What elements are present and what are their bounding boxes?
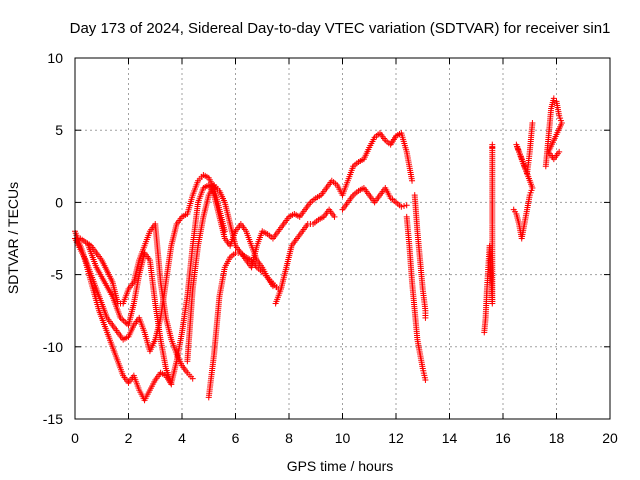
y-tick-label: 0	[55, 194, 63, 210]
data-point	[403, 202, 410, 209]
data-point	[401, 203, 408, 210]
x-tick-label: 8	[285, 430, 293, 446]
data-point	[422, 377, 429, 384]
y-tick-label: -5	[51, 267, 64, 283]
data-point	[489, 144, 496, 151]
x-axis-label: GPS time / hours	[287, 458, 394, 474]
data-point	[331, 213, 338, 220]
y-tick-label: 10	[47, 50, 63, 66]
data-point	[189, 375, 196, 382]
x-tick-label: 18	[549, 430, 565, 446]
y-axis-label: SDTVAR / TECUs	[5, 182, 21, 294]
y-tick-label: -15	[43, 411, 63, 427]
y-tick-label: 5	[55, 122, 63, 138]
ticks: 0 2 4 6 8 10 12 14 16 18 20 -15 -10 -5 0 5 10	[43, 50, 618, 446]
y-tick-label: -10	[43, 339, 63, 355]
x-tick-label: 4	[178, 430, 186, 446]
data-point	[398, 203, 405, 210]
chart-title: Day 173 of 2024, Sidereal Day-to-day VTE…	[70, 20, 611, 37]
x-tick-label: 16	[495, 430, 511, 446]
x-tick-label: 6	[232, 430, 240, 446]
x-tick-label: 14	[442, 430, 458, 446]
data-point	[409, 177, 416, 184]
x-tick-label: 0	[71, 430, 79, 446]
data-point	[422, 314, 429, 321]
grid	[75, 58, 610, 419]
x-tick-label: 20	[602, 430, 618, 446]
x-tick-label: 12	[388, 430, 404, 446]
x-tick-label: 2	[125, 430, 133, 446]
data-point	[556, 148, 563, 155]
data-point	[550, 95, 557, 102]
x-tick-label: 10	[335, 430, 351, 446]
data-points	[72, 95, 565, 404]
data-point	[529, 119, 536, 126]
